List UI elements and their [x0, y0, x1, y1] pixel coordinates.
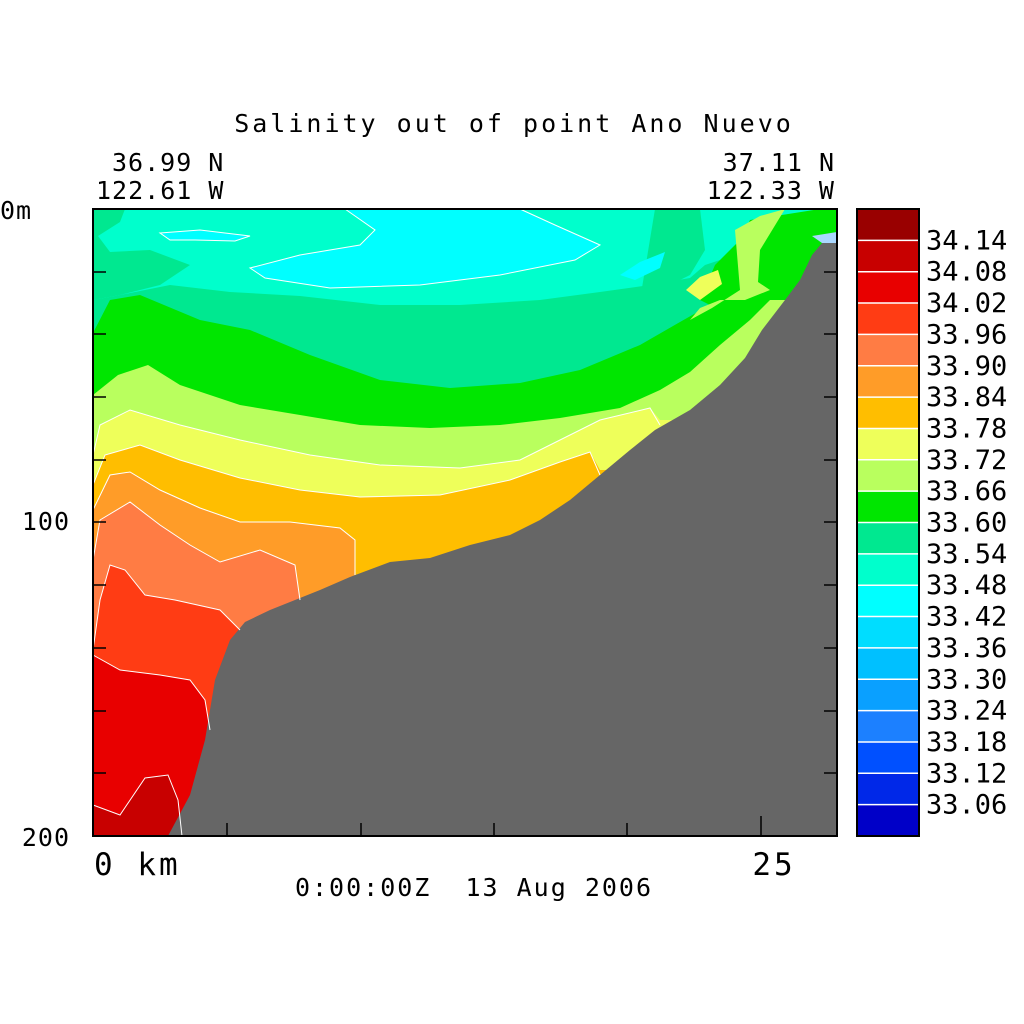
colorbar-swatch [857, 647, 919, 680]
end-latitude: 37.11 N [723, 148, 835, 177]
band-33-72-spot [686, 270, 722, 300]
colorbar-level-label: 33.18 [926, 727, 1007, 758]
colorbar-swatch [857, 459, 919, 492]
y-ticks [93, 271, 837, 774]
colorbar-level-label: 33.60 [926, 508, 1007, 539]
x-axis-end-label: 25 [752, 847, 795, 883]
colorbar-level-label: 33.30 [926, 664, 1007, 695]
colorbar-swatch [857, 397, 919, 429]
x-axis-start-label: 0 km [94, 847, 181, 883]
colorbar-swatch [857, 428, 919, 461]
colorbar-level-label: 33.06 [926, 790, 1007, 821]
colorbar-swatch [857, 334, 919, 367]
band-33-66-upper [690, 209, 785, 320]
start-latitude: 36.99 N [112, 148, 224, 177]
colorbar-level-label: 33.54 [926, 539, 1007, 570]
colorbar-level-label: 33.36 [926, 633, 1007, 664]
colorbar-level-label: 33.84 [926, 382, 1007, 413]
colorbar-swatch [857, 271, 919, 304]
colorbar-level-label: 34.08 [926, 257, 1007, 288]
plot-area [92, 208, 838, 837]
colorbar-swatch [857, 679, 919, 712]
isohaline-33-72 [92, 407, 661, 469]
colorbar-swatch [857, 209, 919, 241]
isohaline-33-84 [92, 471, 356, 575]
colorbar-swatch [857, 804, 919, 837]
colorbar-level-label: 33.12 [926, 758, 1007, 789]
y-tick-label-100: 100 [22, 507, 70, 536]
y-tick-label-200: 200 [22, 823, 70, 852]
isohaline-lines [92, 208, 661, 837]
isohaline-34-02 [92, 654, 211, 731]
band-33-42-patch [160, 230, 250, 241]
colorbar-swatch [857, 773, 919, 806]
colorbar-swatch [857, 710, 919, 743]
colorbar-swatch [857, 491, 919, 523]
y-axis-top-label: 0m [0, 196, 32, 225]
colorbar-swatch [857, 365, 919, 398]
colorbar-level-label: 33.90 [926, 351, 1007, 382]
band-33-42-core [250, 209, 600, 288]
band-33-42-patch-right [620, 252, 665, 280]
colorbar: 34.1434.0834.0233.9633.9033.8433.7833.72… [856, 208, 1007, 837]
isohaline-33-42b [158, 229, 251, 242]
colorbar-swatch [857, 303, 919, 335]
isohaline-33-78 [92, 444, 601, 498]
colorbar-swatch [857, 240, 919, 273]
colorbar-frame [856, 208, 920, 837]
colorbar-level-label: 33.48 [926, 570, 1007, 601]
x-ticks [226, 816, 762, 836]
colorbar-level-label: 34.14 [926, 225, 1007, 256]
colorbar-level-label: 33.42 [926, 602, 1007, 633]
colorbar-swatch [857, 616, 919, 649]
colorbar-level-label: 33.72 [926, 445, 1007, 476]
colorbar-level-label: 33.24 [926, 696, 1007, 727]
band-33-54-surface [93, 209, 190, 300]
end-longitude: 122.33 W [707, 176, 835, 205]
surface-sliver [812, 232, 837, 243]
colorbar-swatch [857, 741, 919, 774]
colorbar-level-label: 33.96 [926, 319, 1007, 350]
isohaline-33-96 [92, 564, 241, 651]
isohaline-34-08 [92, 774, 183, 837]
chart-title: Salinity out of point Ano Nuevo [234, 109, 794, 138]
time-label: 0:00:00Z 13 Aug 2006 [295, 873, 653, 902]
colorbar-swatch [857, 553, 919, 586]
isohaline-33-42 [248, 208, 602, 289]
colorbar-level-label: 33.78 [926, 413, 1007, 444]
bathymetry [168, 243, 837, 836]
colorbar-level-label: 33.66 [926, 476, 1007, 507]
band-33-54-right [640, 209, 705, 300]
band-34-08 [93, 775, 182, 836]
colorbar-level-label: 34.02 [926, 288, 1007, 319]
isohaline-33-90 [92, 501, 301, 601]
colorbar-swatch [857, 585, 919, 618]
colorbar-swatch [857, 522, 919, 555]
start-longitude: 122.61 W [96, 176, 224, 205]
